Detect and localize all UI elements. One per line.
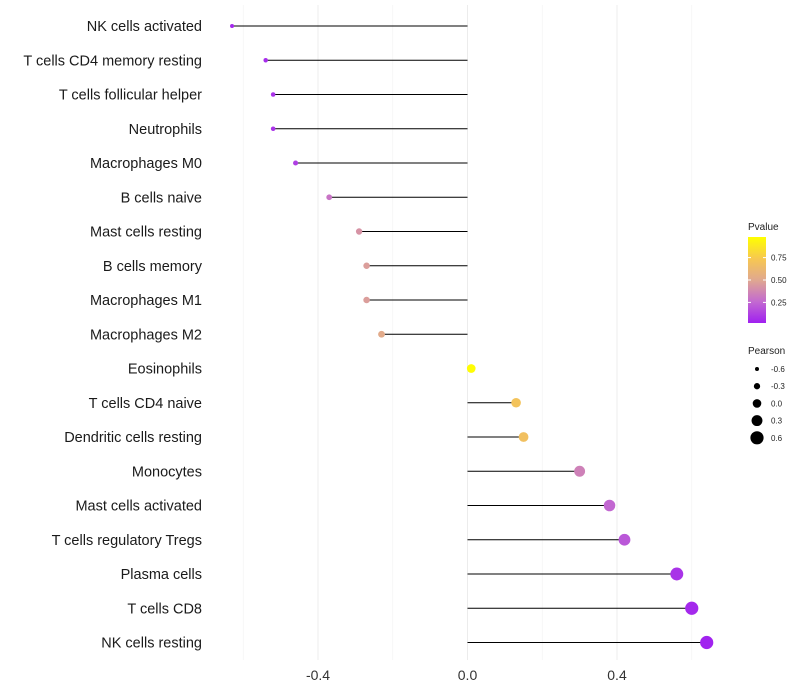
legend-pvalue-title: Pvalue [748,222,779,233]
size-legend-dot [752,399,762,408]
legend: Pvalue 0.25 0.50 0.75 Pearson -0.6 -0.3 0.0 0.3 0… [748,222,787,445]
category-label: Mast cells activated [75,499,202,515]
lollipop-dot [363,262,370,270]
lollipop-dot [270,126,276,132]
size-legend-label: -0.6 [771,365,785,374]
category-label: T cells regulatory Tregs [52,533,202,549]
lollipop-dot [270,92,276,97]
lollipop-dot [326,194,333,201]
dots [230,24,714,650]
lollipop-dot [355,228,363,235]
stems [232,25,707,643]
lollipop-dot [700,635,714,650]
category-label: Eosinophils [128,362,202,378]
category-label: Dendritic cells resting [64,430,202,446]
lollipop-dot [670,567,684,581]
colorbar-tick-label: 0.75 [771,254,787,263]
category-labels: NK cells activated T cells CD4 memory res… [23,19,202,652]
category-label: Monocytes [132,464,202,480]
lollipop-dot [363,296,370,304]
category-label: NK cells resting [101,636,202,652]
category-label: B cells memory [103,259,203,275]
legend-pearson-title: Pearson [748,346,785,357]
x-tick-label: 0.0 [458,667,478,683]
lollipop-dot [466,364,476,373]
category-label: T cells CD8 [127,601,202,617]
size-legend-dot [753,383,761,390]
colorbar-tick-label: 0.50 [771,276,787,285]
lollipop-dot [263,58,268,63]
category-label: T cells CD4 naive [89,396,202,412]
category-label: Macrophages M2 [90,327,202,343]
x-tick-label: 0.4 [607,667,627,683]
category-label: Mast cells resting [90,225,202,241]
size-legend-dot [755,367,759,371]
category-label: Plasma cells [121,567,202,583]
size-legend-label: 0.3 [771,417,783,426]
category-label: NK cells activated [87,19,202,35]
lollipop-dot [518,432,529,442]
grid-lines [242,5,693,660]
size-legend-dot [751,415,763,427]
lollipop-dot [230,24,235,28]
category-label: T cells follicular helper [59,88,202,104]
category-label: Macrophages M1 [90,293,202,309]
lollipop-dot [378,330,385,338]
x-axis-ticks: -0.4 0.0 0.4 [306,667,627,683]
x-tick-label: -0.4 [306,667,330,683]
size-legend-label: 0.0 [771,399,783,408]
lollipop-dot [574,465,586,477]
size-legend-dot [750,431,764,445]
category-label: T cells CD4 memory resting [23,53,202,69]
lollipop-dot [618,533,631,546]
lollipop-dot [293,160,299,166]
pvalue-colorbar [748,237,766,323]
category-label: Macrophages M0 [90,156,202,172]
size-legend-label: 0.6 [771,434,783,443]
colorbar-tick-label: 0.25 [771,298,787,307]
lollipop-dot [603,499,616,512]
lollipop-dot [511,397,521,408]
category-label: Neutrophils [129,122,202,138]
category-label: B cells naive [121,190,202,206]
lollipop-dot [685,601,699,615]
size-legend-label: -0.3 [771,382,785,391]
